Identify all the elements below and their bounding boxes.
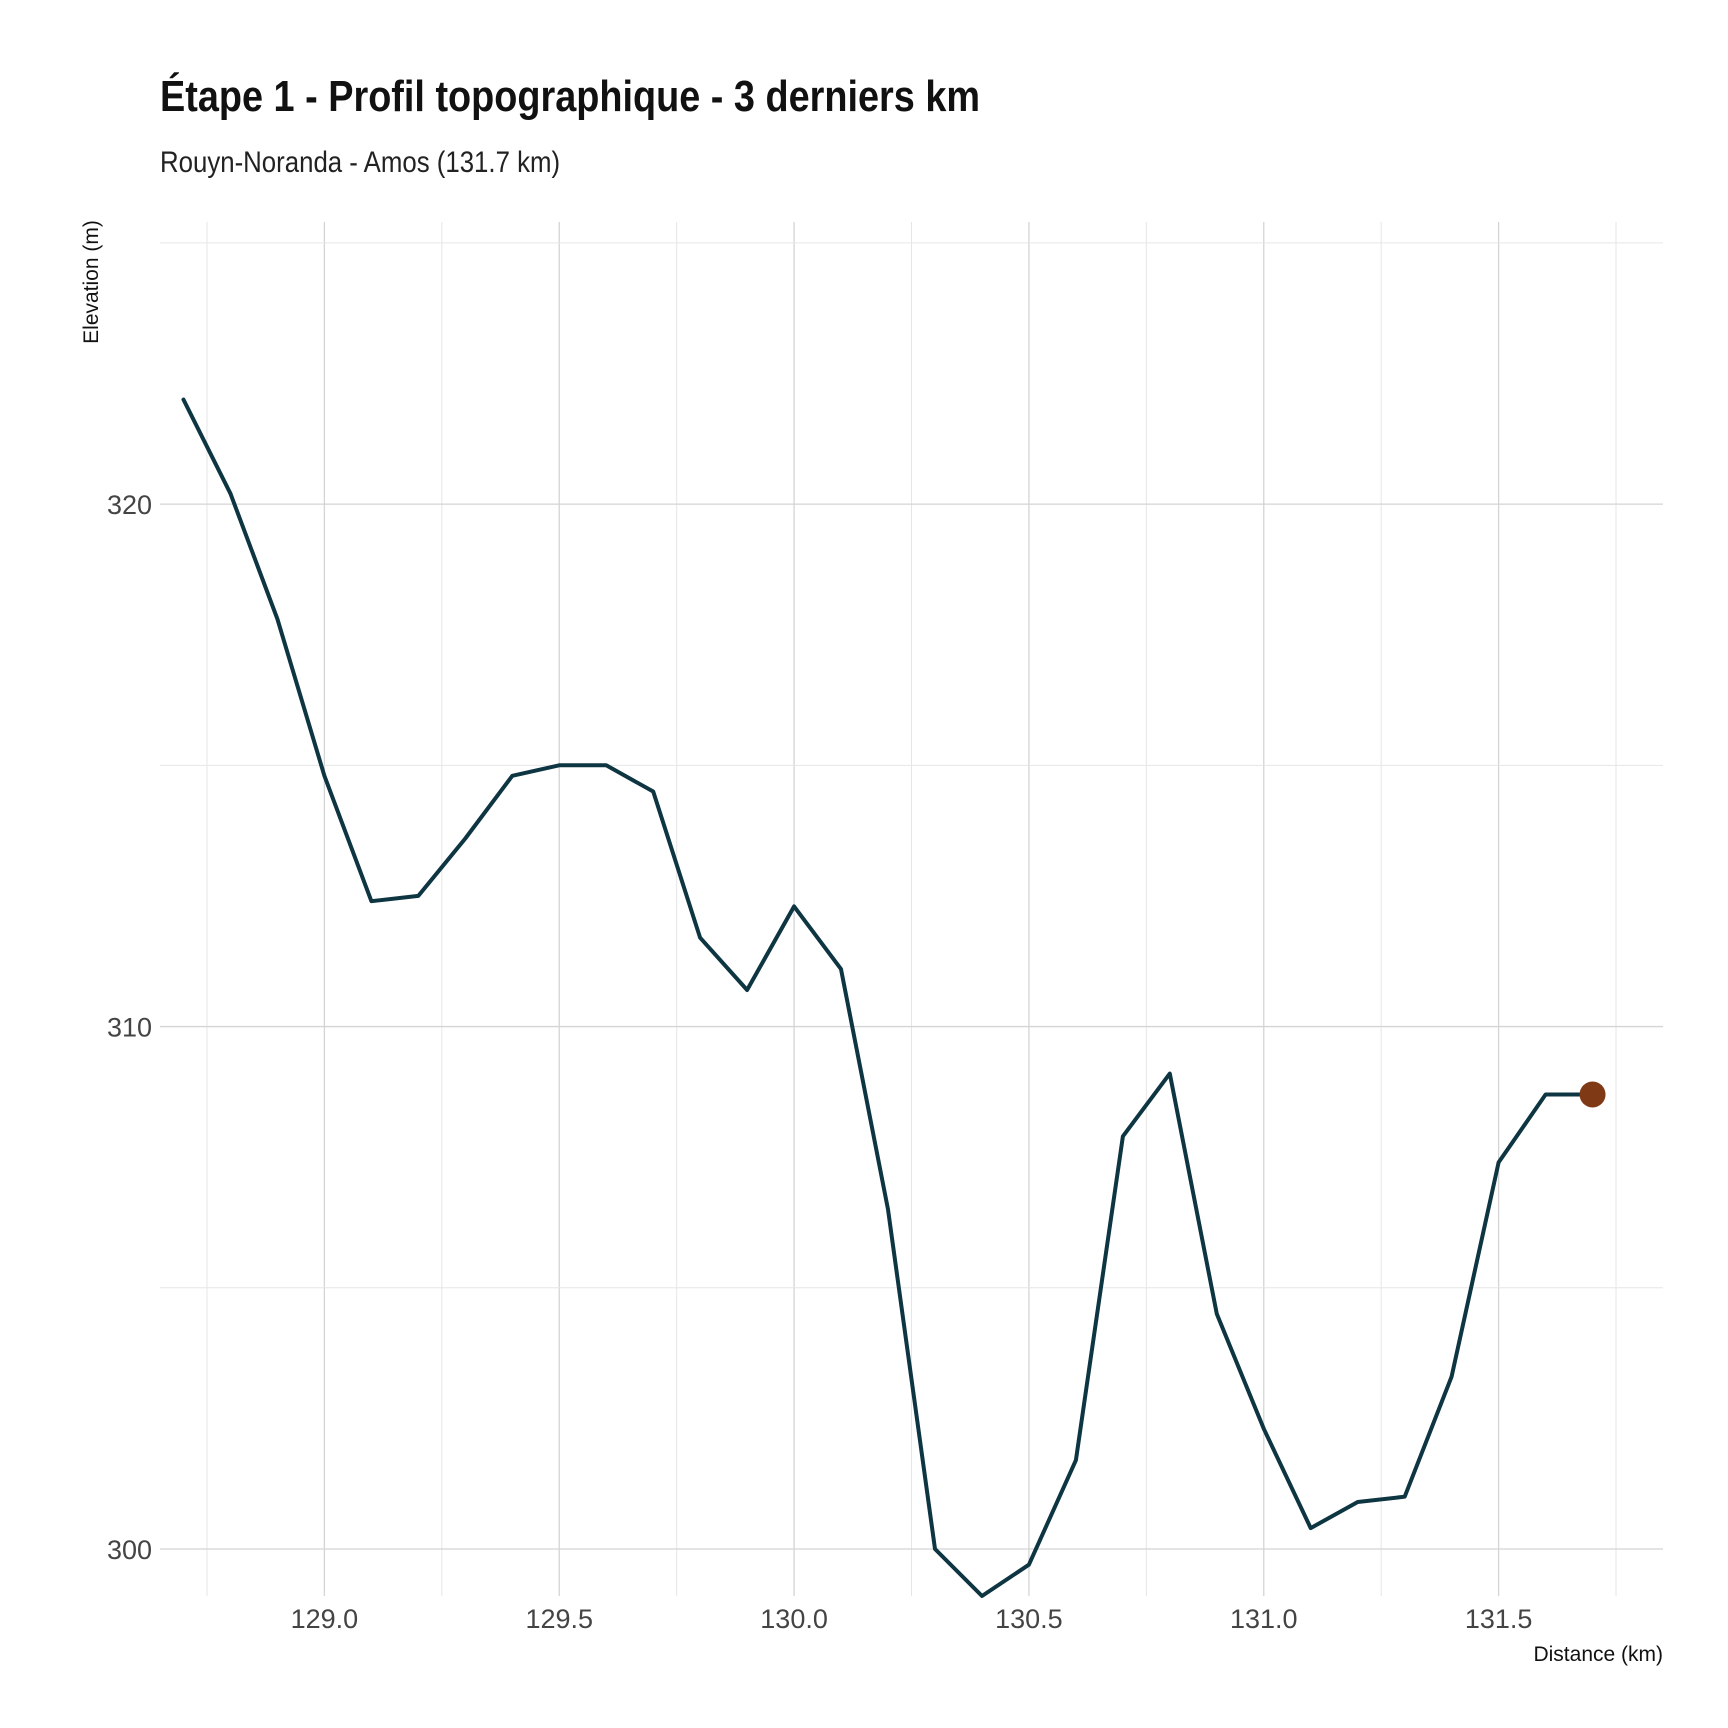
x-tick-label: 131.0: [1230, 1604, 1298, 1634]
y-tick-label: 300: [107, 1535, 152, 1565]
x-tick-label: 129.0: [291, 1604, 359, 1634]
x-tick-label: 131.5: [1465, 1604, 1533, 1634]
chart-subtitle: Rouyn-Noranda - Amos (131.7 km): [160, 146, 561, 179]
y-tick-label: 310: [107, 1013, 152, 1043]
chart-title: Étape 1 - Profil topographique - 3 derni…: [160, 72, 981, 121]
x-tick-label: 129.5: [525, 1604, 593, 1634]
x-axis-title: Distance (km): [1533, 1643, 1663, 1666]
y-axis-ticks: 300 310 320: [107, 490, 152, 1565]
finish-point-marker: [1579, 1081, 1606, 1108]
x-tick-label: 130.5: [995, 1604, 1063, 1634]
elevation-line: [181, 397, 1595, 1598]
y-tick-label: 320: [107, 490, 152, 520]
grid-lines: [160, 222, 1663, 1596]
x-axis-ticks: 129.0 129.5 130.0 130.5 131.0 131.5: [291, 1604, 1533, 1634]
y-axis-title: Elevation (m): [80, 220, 103, 344]
x-tick-label: 130.0: [760, 1604, 828, 1634]
